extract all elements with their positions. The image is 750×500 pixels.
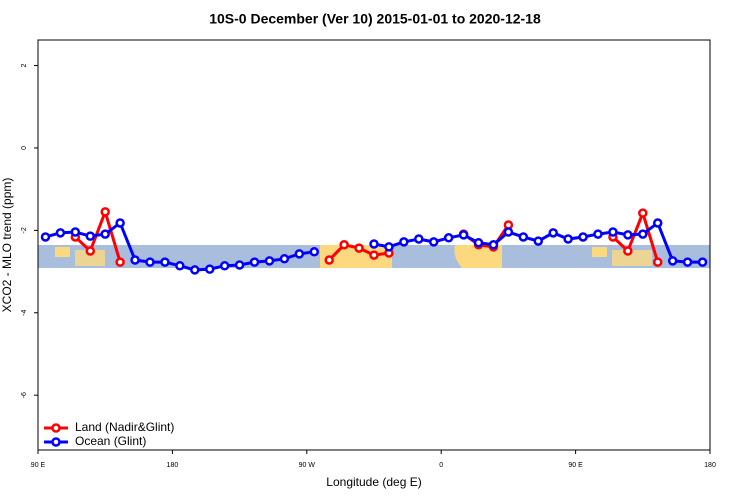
point bbox=[175, 261, 185, 271]
legend-marker bbox=[51, 437, 61, 447]
point bbox=[652, 257, 663, 267]
x-tick-label: 90 W bbox=[299, 462, 316, 469]
point bbox=[234, 260, 245, 270]
point bbox=[40, 232, 51, 242]
point bbox=[249, 257, 260, 267]
y-tick-label: -2 bbox=[21, 227, 28, 233]
point bbox=[369, 239, 379, 249]
point bbox=[667, 256, 678, 266]
point bbox=[130, 255, 140, 265]
point bbox=[100, 207, 110, 217]
point bbox=[399, 237, 409, 247]
point bbox=[294, 249, 305, 259]
point bbox=[354, 243, 364, 253]
x-tick-label: 0 bbox=[439, 462, 443, 469]
point bbox=[369, 250, 379, 260]
point bbox=[697, 257, 708, 267]
y-tick-label: 0 bbox=[21, 146, 28, 150]
point bbox=[578, 232, 588, 242]
point bbox=[339, 240, 349, 250]
chart-title: 10S-0 December (Ver 10) 2015-01-01 to 20… bbox=[209, 11, 541, 27]
point bbox=[503, 227, 514, 237]
point bbox=[115, 218, 125, 228]
point bbox=[623, 246, 633, 256]
x-tick-label: 180 bbox=[704, 462, 716, 469]
legend-label: Ocean (Glint) bbox=[75, 434, 146, 448]
point bbox=[85, 231, 96, 241]
point bbox=[279, 254, 290, 264]
plot-area bbox=[40, 207, 708, 275]
point bbox=[309, 247, 320, 257]
point bbox=[204, 264, 215, 274]
point bbox=[414, 234, 424, 244]
point bbox=[652, 218, 663, 228]
point bbox=[219, 261, 230, 271]
point bbox=[473, 237, 484, 248]
point bbox=[443, 233, 454, 243]
point bbox=[638, 229, 648, 239]
point bbox=[324, 255, 334, 265]
legend-marker bbox=[51, 423, 61, 433]
point bbox=[593, 229, 603, 239]
plot-frame bbox=[37, 39, 711, 451]
point bbox=[100, 229, 110, 239]
point bbox=[115, 257, 125, 267]
x-axis-label: Longitude (deg E) bbox=[326, 475, 421, 489]
point bbox=[682, 257, 693, 267]
point bbox=[518, 232, 529, 242]
point bbox=[264, 256, 275, 266]
point bbox=[458, 230, 469, 240]
x-tick-label: 180 bbox=[167, 462, 179, 469]
x-tick-label: 90 E bbox=[568, 462, 583, 469]
point bbox=[85, 246, 96, 256]
y-tick-label: -4 bbox=[21, 310, 28, 316]
point bbox=[548, 228, 558, 238]
legend-label: Land (Nadir&Glint) bbox=[75, 420, 174, 434]
point bbox=[384, 242, 394, 252]
point bbox=[190, 265, 200, 275]
y-tick-label: -6 bbox=[21, 392, 28, 398]
point bbox=[563, 234, 573, 244]
point bbox=[55, 228, 66, 238]
point bbox=[623, 230, 633, 240]
point bbox=[608, 227, 618, 237]
point bbox=[428, 237, 439, 247]
point bbox=[145, 257, 155, 267]
x-tick-label: 90 E bbox=[31, 462, 46, 469]
point bbox=[488, 240, 499, 250]
point bbox=[533, 236, 544, 246]
y-axis-label: XCO2 - MLO trend (ppm) bbox=[0, 178, 14, 313]
point bbox=[160, 257, 170, 267]
y-tick-label: 2 bbox=[21, 64, 28, 68]
point bbox=[638, 208, 648, 218]
point bbox=[70, 227, 81, 237]
